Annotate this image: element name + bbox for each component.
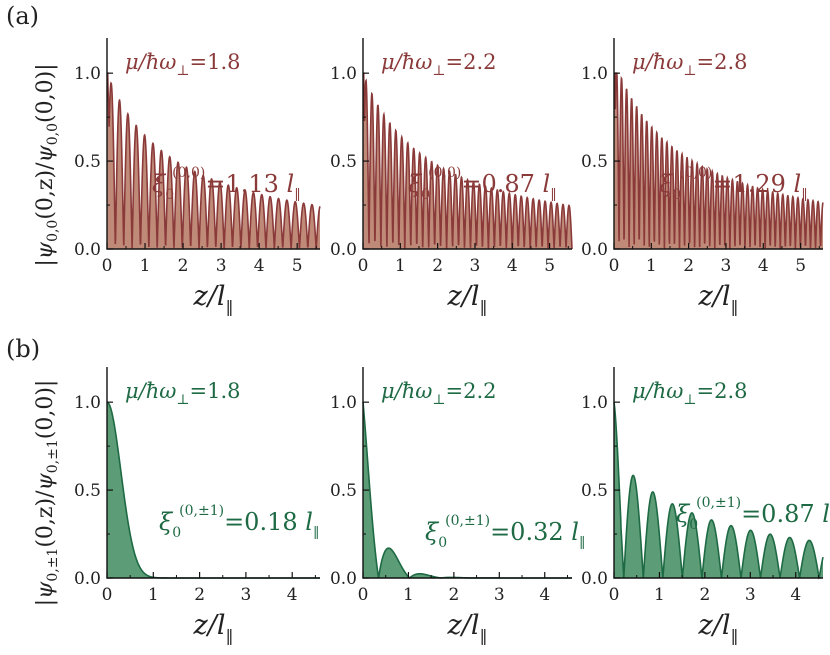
row-b-label: (b)	[6, 335, 40, 363]
mu-label-a3: μ/ħω⊥=2.8	[632, 50, 748, 79]
ytick-label-a3: 0.5	[581, 152, 608, 172]
ytick-label-b1: 0.5	[74, 481, 101, 501]
xtick-label-a2: 5	[544, 256, 555, 276]
xi-label-a2: ξ0(0,0)=0.87 l‖	[408, 165, 557, 203]
xtick-label-b3: 4	[790, 585, 801, 605]
xtick-label-a3: 2	[683, 256, 694, 276]
mu-label-a2: μ/ħω⊥=2.2	[381, 50, 497, 79]
ytick-label-a3: 1.0	[581, 64, 608, 84]
xi-label-b2: ξ0(0,±1)=0.32 l‖	[425, 513, 585, 551]
panel-b3: 0 1 2 3 4 0.0 0.5 1.0 z/l‖ μ/ħω⊥=2.8 ξ0(0,±1)=0.87…	[581, 367, 830, 645]
ytick-label-b2: 0.0	[330, 569, 357, 589]
curve-fill-b3	[614, 402, 823, 578]
curve-fill-b2	[363, 402, 572, 578]
xtick-label-a2: 3	[470, 256, 481, 276]
curve-line-b2	[362, 402, 572, 580]
ytick-label-b3: 0.0	[581, 569, 608, 589]
panel-a2: 0 1 2 3 4 5 0.0 0.5 1.0 z/l‖ μ/ħω⊥=2.2 ξ0(0,0)=0.87…	[330, 38, 573, 316]
ytick-label-b2: 0.5	[330, 481, 357, 501]
xtick-label-a3: 3	[721, 256, 732, 276]
xtick-label-b3: 2	[699, 585, 710, 605]
curve-fill-b1	[107, 402, 320, 578]
xtick-label-b2: 1	[403, 585, 414, 605]
xtick-label-b2: 0	[358, 585, 369, 605]
ytick-label-a1: 0.0	[74, 240, 101, 260]
xtick-label-b2: 3	[494, 585, 505, 605]
ytick-label-a2: 0.0	[330, 240, 357, 260]
curve-line-b1	[106, 401, 320, 579]
row-a-ylabel: |ψ0,0(0,z)/ψ0,0(0,0)|	[33, 63, 61, 266]
xtick-label-b3: 1	[654, 585, 665, 605]
xlabel-a3: z/l‖	[698, 281, 739, 316]
curve-line-b3	[613, 402, 824, 580]
xlabel-a2: z/l‖	[447, 281, 488, 316]
curve-line-a2	[362, 72, 573, 250]
ytick-label-b3: 1.0	[581, 393, 608, 413]
xlabel-b2: z/l‖	[447, 610, 488, 645]
mu-label-b2: μ/ħω⊥=2.2	[381, 379, 497, 408]
xi-label-b1: ξ0(0,±1)=0.18 l‖	[159, 503, 319, 541]
xtick-label-b2: 4	[539, 585, 550, 605]
xtick-label-a1: 4	[254, 256, 265, 276]
xtick-label-b1: 2	[194, 585, 205, 605]
panel-b1: 0 1 2 3 4 0.0 0.5 1.0 z/l‖ μ/ħω⊥=1.8 ξ0(0,±1)=0.18…	[74, 367, 320, 645]
xtick-label-a3: 4	[758, 256, 769, 276]
xtick-label-a1: 0	[102, 256, 113, 276]
panel-b2: 0 1 2 3 4 0.0 0.5 1.0 z/l‖ μ/ħω⊥=2.2 ξ0(0,±1)=0.32…	[330, 367, 585, 645]
xtick-label-a1: 3	[216, 256, 227, 276]
ytick-label-a1: 0.5	[74, 152, 101, 172]
xtick-label-b3: 3	[745, 585, 756, 605]
xi-label-a3: ξ0(0,0)=1.29 l‖	[659, 165, 808, 203]
xtick-label-b1: 0	[102, 585, 113, 605]
panels: 0 1 2 3 4 5 0.0 0.5 1.0 z/l‖ μ/ħω⊥=1.8 ξ0(0,0)=1.13…	[74, 38, 830, 645]
xtick-label-a3: 0	[609, 256, 620, 276]
xtick-label-b1: 4	[287, 585, 298, 605]
xlabel-a1: z/l‖	[193, 281, 234, 316]
mu-label-b3: μ/ħω⊥=2.8	[632, 379, 748, 408]
xi-label-a1: ξ0(0,0)=1.13 l‖	[152, 165, 301, 203]
xtick-label-b3: 0	[609, 585, 620, 605]
row-b-ylabel: |ψ0,±1(0,z)/ψ0,±1(0,0)|	[33, 380, 61, 607]
mu-label-b1: μ/ħω⊥=1.8	[125, 379, 241, 408]
ytick-label-b2: 1.0	[330, 393, 357, 413]
panel-a1: 0 1 2 3 4 5 0.0 0.5 1.0 z/l‖ μ/ħω⊥=1.8 ξ0(0,0)=1.13…	[74, 38, 321, 316]
xlabel-b1: z/l‖	[193, 610, 234, 645]
row-a-label: (a)	[6, 2, 39, 30]
xtick-label-a3: 5	[795, 256, 806, 276]
ytick-label-a2: 1.0	[330, 64, 357, 84]
curve-line-a1	[106, 72, 321, 250]
ytick-label-a1: 1.0	[74, 64, 101, 84]
ytick-label-a2: 0.5	[330, 152, 357, 172]
ytick-label-b1: 1.0	[74, 393, 101, 413]
curve-line-a3	[613, 72, 824, 249]
mu-label-a1: μ/ħω⊥=1.8	[125, 50, 241, 79]
xtick-label-b2: 2	[448, 585, 459, 605]
xtick-label-a1: 1	[140, 256, 151, 276]
xtick-label-a2: 0	[358, 256, 369, 276]
curve-fill-a3	[614, 73, 823, 249]
xtick-label-b1: 3	[240, 585, 251, 605]
xi-label-b3: ξ0(0,±1)=0.87 l‖	[676, 495, 830, 533]
xtick-label-a2: 2	[432, 256, 443, 276]
xtick-label-a1: 5	[292, 256, 303, 276]
xlabel-b3: z/l‖	[698, 610, 739, 645]
panel-a3: 0 1 2 3 4 5 0.0 0.5 1.0 z/l‖ μ/ħω⊥=2.8 ξ0(0,0)=1.29…	[581, 38, 824, 316]
xtick-label-b1: 1	[148, 585, 159, 605]
ytick-label-b1: 0.0	[74, 569, 101, 589]
xtick-label-a1: 2	[178, 256, 189, 276]
xtick-label-a2: 4	[507, 256, 518, 276]
xtick-label-a3: 1	[646, 256, 657, 276]
curve-fill-a1	[107, 73, 320, 249]
ytick-label-b3: 0.5	[581, 481, 608, 501]
ytick-label-a3: 0.0	[581, 240, 608, 260]
xtick-label-a2: 1	[395, 256, 406, 276]
